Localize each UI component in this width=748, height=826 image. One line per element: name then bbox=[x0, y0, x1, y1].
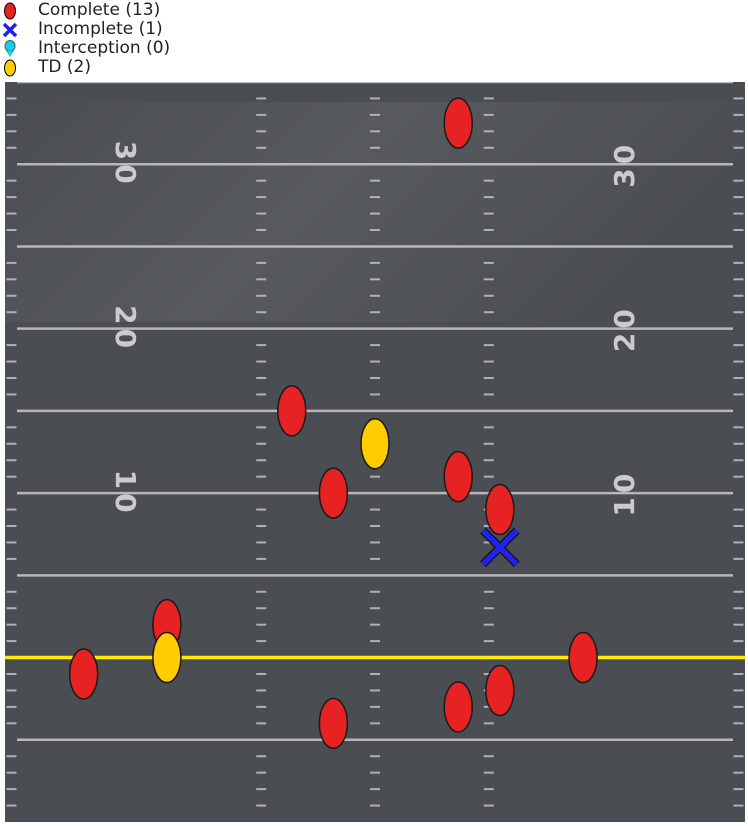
field-number: 30 bbox=[608, 141, 641, 188]
complete-marker[interactable] bbox=[568, 631, 598, 684]
complete-marker[interactable] bbox=[68, 648, 99, 700]
td-marker[interactable] bbox=[152, 631, 182, 684]
legend-item-incomplete[interactable]: Incomplete (1) bbox=[0, 20, 240, 39]
hash-marks bbox=[6, 97, 744, 807]
field-glare bbox=[5, 102, 745, 322]
complete-marker[interactable] bbox=[485, 483, 515, 536]
legend-item-interception[interactable]: Interception (0) bbox=[0, 39, 240, 58]
complete-marker[interactable] bbox=[443, 681, 473, 733]
field-number: 20 bbox=[608, 305, 641, 352]
legend-label-incomplete: Incomplete (1) bbox=[38, 19, 163, 39]
complete-marker[interactable] bbox=[443, 450, 473, 503]
blue-x-icon bbox=[2, 22, 18, 38]
field-number: 20 bbox=[109, 305, 142, 352]
legend-item-td[interactable]: TD (2) bbox=[0, 58, 240, 77]
legend-item-complete[interactable]: Complete (13) bbox=[0, 1, 240, 20]
field-number: 10 bbox=[608, 470, 641, 517]
complete-marker[interactable] bbox=[277, 385, 307, 437]
legend-label-interception: Interception (0) bbox=[38, 38, 171, 58]
football-field-plot: 30 30 20 20 10 10 bbox=[5, 82, 745, 822]
field-number: 10 bbox=[109, 470, 142, 517]
complete-marker[interactable] bbox=[485, 664, 515, 717]
yard-lines bbox=[17, 82, 733, 742]
legend: Complete (13) Incomplete (1) Interceptio… bbox=[0, 0, 260, 80]
td-marker[interactable] bbox=[360, 418, 390, 470]
yellow-oval-icon bbox=[4, 59, 16, 77]
cyan-oval-arrow-icon bbox=[4, 40, 16, 57]
complete-marker[interactable] bbox=[443, 97, 473, 149]
pass-markers bbox=[68, 97, 598, 750]
field-number: 30 bbox=[109, 141, 142, 188]
field-numbers: 30 30 20 20 10 10 bbox=[109, 141, 641, 517]
legend-label-td: TD (2) bbox=[38, 57, 91, 77]
red-oval-icon bbox=[4, 2, 16, 20]
incomplete-marker[interactable] bbox=[480, 527, 520, 568]
complete-marker[interactable] bbox=[318, 697, 349, 750]
complete-marker[interactable] bbox=[318, 467, 349, 519]
legend-label-complete: Complete (13) bbox=[38, 0, 161, 20]
